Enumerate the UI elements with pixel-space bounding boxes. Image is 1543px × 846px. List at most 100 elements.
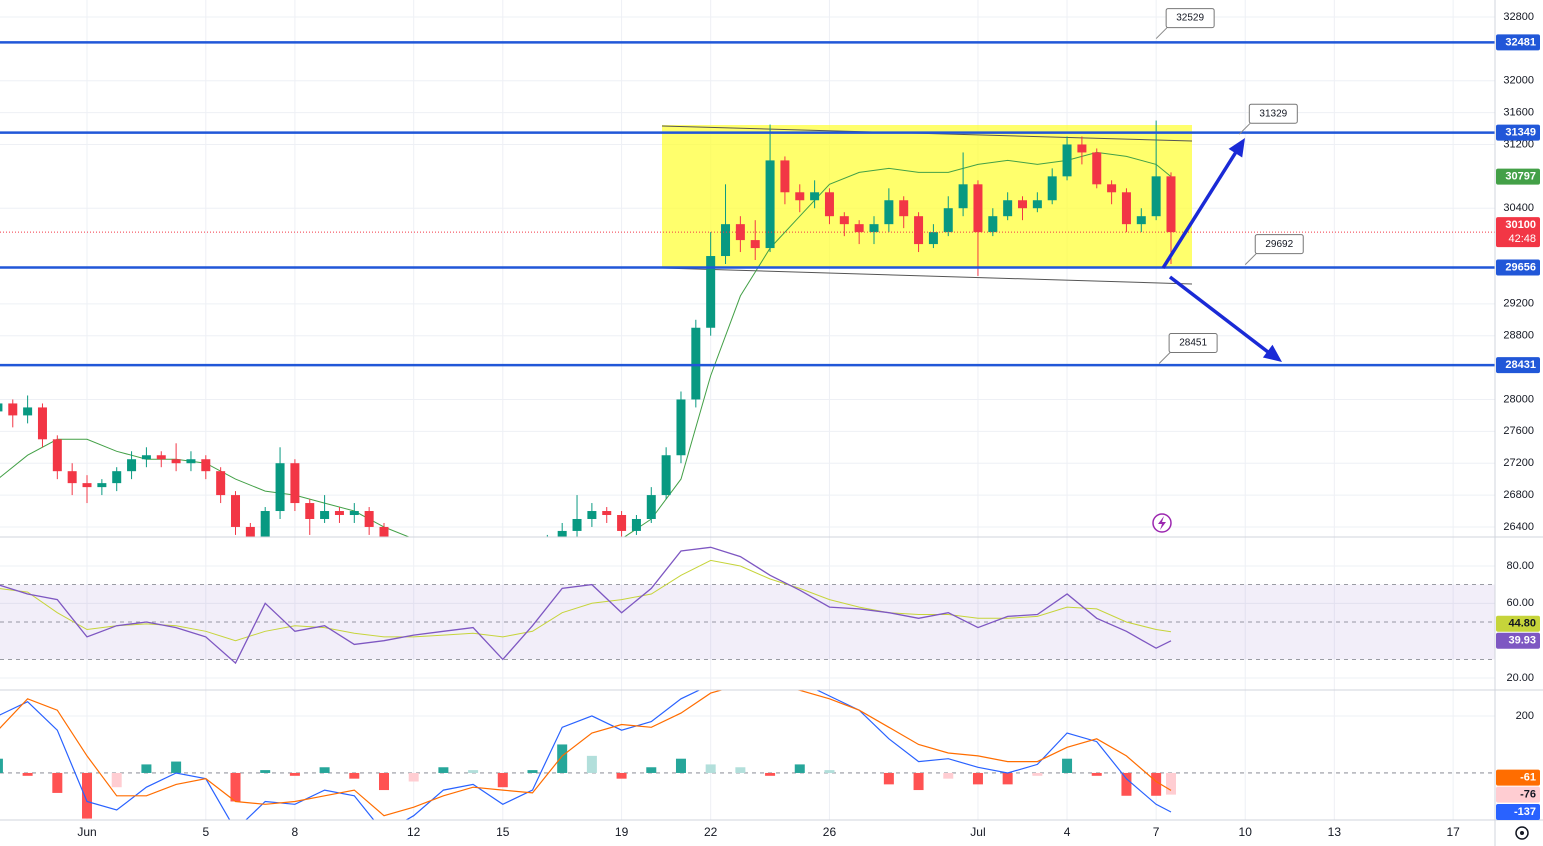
- x-tick-label: 5: [202, 825, 209, 839]
- candle-body: [245, 526, 255, 537]
- x-tick-label: 22: [704, 825, 718, 839]
- callout-pointer: [1158, 351, 1172, 364]
- price-label: 30100: [1505, 219, 1536, 231]
- histogram-bar: [230, 772, 241, 802]
- callout-box: [1248, 103, 1298, 124]
- candle-body: [602, 511, 612, 516]
- x-tick-label: 10: [1239, 825, 1253, 839]
- candle-body: [201, 459, 211, 472]
- y-tick-label: 32800: [1503, 11, 1534, 23]
- x-tick-label: 26: [823, 825, 837, 839]
- candle-body: [1092, 152, 1102, 185]
- price-label: 39.93: [1508, 635, 1536, 647]
- candle-body: [1121, 192, 1131, 225]
- candle-body: [721, 224, 731, 257]
- candle-body: [141, 455, 151, 460]
- callout-label: 28451: [1179, 338, 1207, 349]
- candle-body: [127, 459, 137, 472]
- candle-body: [631, 518, 641, 531]
- x-tick-label: 17: [1446, 825, 1460, 839]
- countdown-label: 42:48: [1508, 233, 1536, 245]
- candle-body: [869, 224, 879, 233]
- histogram-bar: [1062, 758, 1073, 773]
- x-tick-label: 15: [496, 825, 510, 839]
- candle-body: [557, 530, 567, 537]
- histogram-bar: [765, 772, 776, 776]
- histogram-bar: [527, 770, 538, 773]
- arrow-up: [1161, 151, 1238, 269]
- callout-box: [1254, 234, 1304, 255]
- histogram-bar: [616, 772, 627, 779]
- callout-label: 32529: [1176, 13, 1204, 24]
- range-box: [662, 125, 1192, 268]
- candle-body: [216, 471, 226, 496]
- histogram-bar: [913, 772, 924, 791]
- candle-body: [1136, 216, 1146, 225]
- price-label-box: [1496, 357, 1540, 374]
- arrow-down: [1168, 275, 1270, 354]
- candle-body: [973, 184, 983, 233]
- price-label: 31349: [1505, 127, 1536, 139]
- candle-body: [928, 232, 938, 245]
- rsi-line: [0, 546, 1172, 665]
- candle-body: [156, 455, 166, 460]
- histogram-bar: [468, 770, 479, 773]
- histogram-bar: [1151, 772, 1162, 796]
- histogram-bar: [586, 755, 597, 773]
- candle-body: [1166, 176, 1176, 233]
- candle-body: [676, 399, 686, 456]
- price-label-box: [1496, 124, 1540, 141]
- histogram-bar: [349, 772, 360, 779]
- histogram-bar: [646, 767, 657, 773]
- histogram-bar: [972, 772, 983, 785]
- x-tick-label: Jun: [77, 825, 96, 839]
- macd-panel: [0, 690, 1495, 820]
- y-tick-label: 28000: [1503, 393, 1534, 405]
- histogram-bar: [557, 744, 568, 773]
- callout-box: [1165, 8, 1215, 29]
- price-panel: [0, 41, 1495, 537]
- price-label-box: [1496, 259, 1540, 276]
- histogram-bar: [378, 772, 389, 791]
- histogram-bar: [171, 761, 182, 773]
- callout-box: [1168, 333, 1218, 354]
- arrow-head: [1262, 344, 1282, 362]
- candle-body: [275, 463, 285, 512]
- histogram-bar: [260, 770, 271, 773]
- settings-icon-dot: [1520, 831, 1524, 835]
- candle-body: [810, 192, 820, 201]
- histogram-bar: [1032, 772, 1043, 776]
- y-tick-label: 27200: [1503, 457, 1534, 469]
- settings-icon[interactable]: [1515, 826, 1529, 840]
- price-label-box: [1496, 615, 1540, 632]
- candle-body: [52, 439, 62, 472]
- price-label: 32481: [1505, 36, 1536, 48]
- channel-bottom: [661, 267, 1193, 285]
- histogram-bar: [1121, 772, 1132, 796]
- candle-body: [824, 192, 834, 217]
- macd-line: [0, 690, 1172, 817]
- candle-body: [186, 459, 196, 464]
- candle-body: [260, 511, 270, 537]
- candle-body: [587, 511, 597, 519]
- price-label-box: [1496, 632, 1540, 649]
- price-label-box: [1496, 34, 1540, 51]
- y-tick-label: 60.00: [1506, 597, 1534, 609]
- histogram-bar: [22, 772, 33, 776]
- histogram-bar: [794, 764, 805, 773]
- histogram-bar: [289, 772, 300, 776]
- price-label: 29656: [1505, 261, 1536, 273]
- price-label: -137: [1514, 806, 1536, 818]
- y-tick-label: 26400: [1503, 521, 1534, 533]
- macd-line: [0, 690, 1172, 820]
- price-label: -76: [1520, 789, 1536, 801]
- y-tick-label: 30400: [1503, 202, 1534, 214]
- histogram-bar: [943, 772, 954, 779]
- y-tick-label: 28800: [1503, 330, 1534, 342]
- candle-body: [1077, 144, 1087, 153]
- candle-body: [1003, 200, 1013, 217]
- candle-body: [1032, 200, 1042, 209]
- candle-body: [1151, 176, 1161, 217]
- y-tick-label: 32000: [1503, 75, 1534, 87]
